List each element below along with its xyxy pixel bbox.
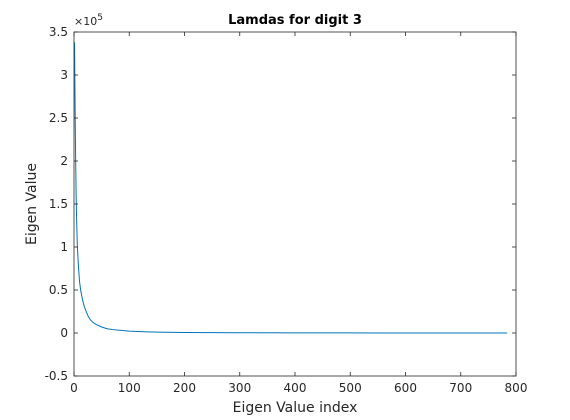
plot-area [74,32,516,376]
x-axis-label: Eigen Value index [233,400,358,416]
chart-title: Lamdas for digit 3 [228,13,362,28]
x-tick-label: 200 [173,381,196,395]
x-tick-label: 100 [118,381,141,395]
y-tick-label: 0.5 [49,283,68,297]
x-tick-label: 0 [70,381,78,395]
x-tick-label: 400 [284,381,307,395]
y-exponent: ×105 [74,13,103,28]
y-axis: -0.5 0 0.5 1 1.5 2 2.5 3 3.5 [45,25,516,383]
y-tick-label: 1 [60,240,68,254]
y-tick-label: -0.5 [45,369,68,383]
y-axis-label: Eigen Value [24,163,40,245]
plot-frame [73,31,517,377]
y-exponent-power: 5 [97,13,103,23]
y-tick-label: 2 [60,154,68,168]
x-tick-label: 500 [339,381,362,395]
y-tick-label: 3.5 [49,25,68,39]
y-tick-label: 0 [60,326,68,340]
y-tick-label: 2.5 [49,111,68,125]
x-tick-label: 600 [394,381,417,395]
x-tick-label: 800 [505,381,528,395]
x-tick-label: 300 [228,381,251,395]
x-tick-label: 700 [449,381,472,395]
plot-content [74,42,508,334]
series-line [74,42,508,334]
y-exponent-base: ×10 [74,15,97,28]
y-tick-label: 1.5 [49,197,68,211]
x-axis: 0 100 200 300 400 500 600 700 800 [70,32,527,395]
y-tick-label: 3 [60,68,68,82]
